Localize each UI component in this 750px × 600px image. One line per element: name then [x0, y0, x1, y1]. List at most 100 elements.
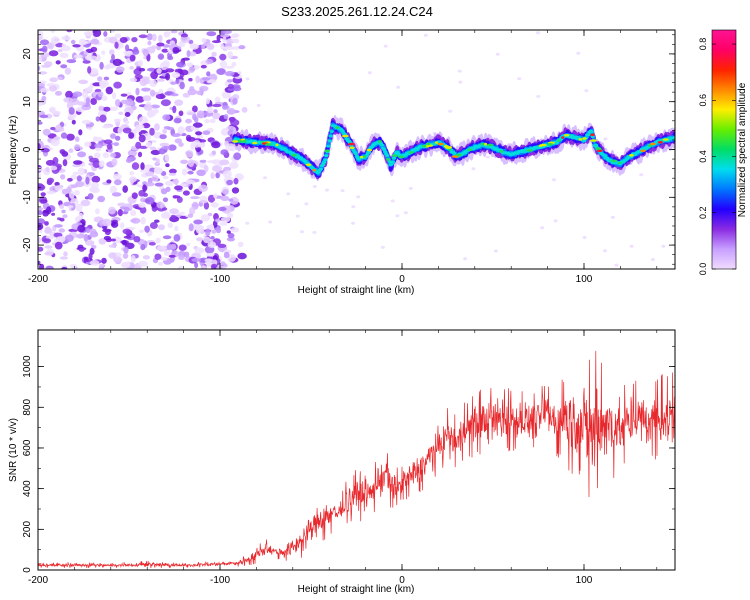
noise-blob — [178, 244, 187, 251]
noise-blob — [194, 224, 204, 231]
noise-blob — [227, 232, 235, 239]
noise-blob — [68, 148, 74, 154]
noise-blob — [166, 126, 174, 131]
noise-blob — [90, 182, 99, 189]
noise-blob — [178, 265, 184, 269]
noise-blob — [62, 214, 68, 219]
noise-blob — [97, 76, 103, 82]
noise-blob — [108, 206, 116, 215]
noise-blob — [156, 45, 162, 51]
y-tick-label: 20 — [22, 48, 33, 60]
noise-blob — [629, 244, 634, 248]
noise-blob — [75, 203, 83, 212]
noise-blob — [192, 139, 201, 148]
noise-blob — [176, 61, 185, 68]
noise-blob — [127, 156, 137, 161]
noise-blob — [194, 247, 205, 254]
noise-blob — [132, 48, 140, 55]
noise-blob — [175, 78, 180, 85]
y-tick-label: 200 — [22, 521, 33, 538]
noise-blob — [218, 206, 227, 212]
noise-blob — [187, 159, 195, 168]
ridge-hotspot — [590, 133, 595, 137]
noise-blob — [140, 244, 146, 251]
noise-blob — [147, 110, 155, 118]
noise-blob — [158, 148, 166, 155]
noise-blob — [117, 209, 123, 217]
noise-blob — [70, 39, 76, 45]
noise-blob — [171, 72, 181, 79]
noise-blob — [160, 188, 168, 195]
spectrogram-ylabel: Frequency (Hz) — [8, 116, 19, 185]
noise-blob — [113, 173, 122, 180]
noise-blob — [119, 37, 128, 43]
noise-blob — [92, 136, 98, 143]
noise-blob — [156, 68, 162, 74]
noise-blob — [135, 141, 142, 149]
noise-blob — [40, 87, 49, 93]
noise-blob — [207, 160, 217, 164]
noise-blob — [104, 229, 111, 236]
noise-blob — [98, 105, 104, 111]
noise-blob — [38, 184, 46, 191]
noise-blob — [46, 190, 56, 195]
noise-blob — [180, 159, 189, 164]
noise-blob — [111, 54, 115, 61]
noise-blob — [151, 33, 157, 42]
noise-blob — [73, 54, 83, 59]
ridge-hotspot — [408, 151, 414, 154]
noise-blob — [38, 207, 44, 211]
ridge-hotspot — [275, 143, 279, 147]
noise-blob — [209, 118, 216, 124]
noise-blob — [111, 158, 118, 167]
ridge-hotspot — [662, 138, 669, 141]
noise-blob — [115, 99, 121, 107]
noise-blob — [77, 151, 87, 158]
noise-blob — [584, 89, 589, 93]
noise-blob — [186, 112, 195, 116]
ridge-hotspot — [596, 149, 603, 153]
noise-blob — [186, 62, 194, 67]
noise-blob — [98, 263, 105, 267]
noise-blob — [115, 66, 125, 73]
noise-blob — [210, 172, 215, 180]
noise-blob — [225, 65, 234, 69]
ridge-hotspot — [386, 158, 390, 161]
noise-blob — [48, 85, 58, 92]
noise-blob — [77, 224, 86, 233]
noise-blob — [540, 226, 545, 230]
ridge-hotspot — [467, 148, 473, 152]
noise-blob — [237, 241, 244, 248]
noise-blob — [87, 66, 92, 74]
snr-frame — [37, 329, 676, 571]
noise-blob — [49, 77, 58, 83]
noise-blob — [168, 172, 177, 176]
noise-blob — [129, 176, 137, 183]
noise-blob — [109, 106, 119, 112]
noise-blob — [59, 217, 65, 222]
noise-blob — [46, 177, 55, 184]
noise-blob — [61, 209, 66, 214]
noise-blob — [203, 201, 210, 210]
noise-blob — [165, 163, 170, 168]
noise-blob — [79, 38, 86, 46]
noise-blob — [161, 145, 171, 150]
noise-blob — [199, 85, 209, 92]
x-tick-label: 100 — [576, 575, 593, 586]
noise-blob — [48, 50, 59, 57]
noise-blob — [194, 116, 199, 123]
ridge-cell — [318, 167, 323, 171]
noise-blob — [222, 30, 232, 34]
noise-blob — [103, 139, 113, 144]
noise-blob — [408, 186, 413, 190]
noise-blob — [110, 30, 116, 33]
ridge-hotspot — [437, 142, 444, 146]
ridge-cell — [586, 133, 591, 137]
noise-blob — [203, 165, 209, 173]
noise-blob — [94, 147, 102, 152]
noise-blob — [129, 77, 138, 83]
colorbar-ticks: 0.0 0.2 0.4 0.6 0.8 — [698, 38, 736, 275]
noise-blob — [174, 225, 179, 232]
ridge-hotspot — [578, 138, 583, 141]
x-tick-label: -200 — [28, 274, 48, 285]
